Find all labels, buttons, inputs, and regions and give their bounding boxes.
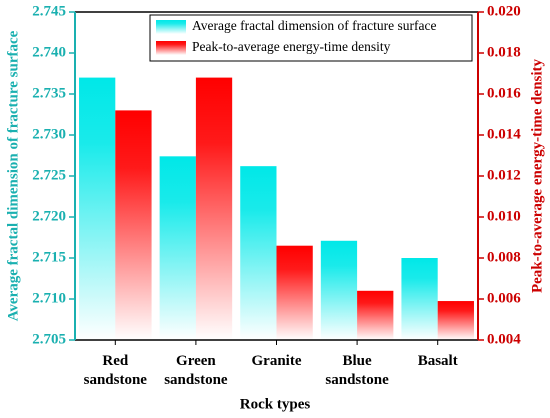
y2ticks-tick-label: 0.010 (487, 208, 521, 224)
legend-swatch (156, 20, 186, 34)
x-tick-label: Red sandstone (84, 353, 148, 388)
y2ticks-tick-label: 0.018 (487, 44, 521, 60)
bar (437, 301, 474, 340)
yticks-tick-label: 2.740 (32, 44, 66, 60)
bar (115, 110, 152, 341)
legend-box (149, 14, 473, 62)
x-tick-label: Blue sandstone (325, 353, 389, 388)
legend-label: Average fractal dimension of fracture su… (192, 18, 437, 33)
yticks-tick-label: 2.730 (32, 126, 66, 142)
x-tick-label: Granite (252, 353, 302, 369)
x-tick-label: Green sandstone (164, 353, 228, 388)
y2ticks-tick-label: 0.008 (487, 249, 521, 265)
bar (195, 77, 233, 340)
y2ticks-tick-label: 0.012 (487, 167, 521, 183)
x-tick-label: Basalt (418, 353, 458, 369)
y2ticks-tick-label: 0.006 (487, 290, 521, 306)
x-axis-label: Rock types (240, 396, 311, 412)
y2ticks-tick-label: 0.004 (487, 331, 521, 347)
bar (401, 258, 438, 340)
yticks-tick-label: 2.710 (32, 290, 66, 306)
legend-label: Peak-to-average energy-time density (192, 39, 391, 54)
y2ticks-tick-label: 0.016 (487, 85, 521, 101)
legend: Average fractal dimension of fracture su… (149, 14, 473, 62)
y2ticks-tick-label: 0.020 (487, 3, 521, 19)
y2-axis-label: Peak-to-average energy-time density (529, 58, 545, 293)
legend-swatch (156, 41, 186, 55)
yticks-tick-label: 2.705 (32, 331, 66, 347)
bar (159, 156, 196, 340)
bar (79, 77, 116, 340)
yticks-tick-label: 2.725 (32, 167, 66, 183)
bar (320, 240, 358, 340)
y2ticks-tick-label: 0.014 (487, 126, 521, 142)
bar (357, 290, 394, 340)
y-axis-label: Average fractal dimension of fracture su… (5, 30, 21, 321)
bar (276, 245, 313, 340)
yticks-tick-label: 2.735 (32, 85, 66, 101)
bar (240, 166, 277, 340)
yticks-tick-label: 2.715 (32, 249, 66, 265)
yticks-tick-label: 2.720 (32, 208, 66, 224)
yticks-tick-label: 2.745 (32, 3, 66, 19)
